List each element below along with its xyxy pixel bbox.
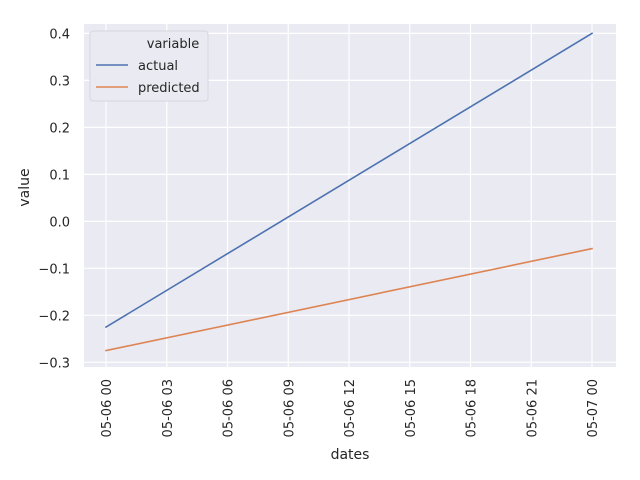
x-tick-label: 05-06 21 [525, 379, 540, 437]
legend-title: variable [147, 37, 199, 52]
series-line-predicted [105, 247, 593, 352]
x-tick-label: 05-06 18 [465, 379, 480, 437]
x-tick-label: 05-06 15 [404, 379, 419, 437]
y-axis-title: value [17, 168, 33, 206]
x-tick-label: 05-06 06 [222, 379, 237, 437]
y-axis-ticks: −0.3 −0.2 −0.1 0.0 0.1 0.2 0.3 0.4 [38, 27, 70, 371]
x-tick-label: 05-07 00 [586, 379, 601, 437]
legend-box [89, 30, 209, 102]
legend-item: predicted [96, 81, 200, 96]
x-tick-label: 05-06 12 [343, 379, 358, 437]
legend-item: actual [96, 59, 178, 74]
x-axis-title: dates [331, 447, 370, 463]
x-tick-label: 05-06 00 [100, 379, 115, 437]
x-tick-label: 05-06 03 [161, 379, 176, 437]
y-tick-label: −0.1 [38, 262, 70, 277]
y-tick-label: 0.0 [49, 215, 70, 230]
y-tick-label: 0.2 [49, 121, 70, 136]
legend: variable actual predicted [89, 30, 209, 102]
series-line-actual [104, 32, 594, 329]
x-tick-label: 05-06 09 [282, 379, 297, 437]
y-tick-label: 0.3 [49, 74, 70, 89]
x-axis-ticks: 05-06 00 05-06 03 05-06 06 05-06 09 05-06 12… [100, 379, 601, 437]
legend-items: actual predicted [96, 59, 200, 96]
legend-label: actual [138, 59, 178, 74]
y-tick-label: 0.4 [49, 27, 70, 42]
y-tick-label: −0.2 [38, 309, 70, 324]
y-tick-label: 0.1 [49, 168, 70, 183]
legend-label: predicted [138, 81, 200, 96]
series-lines [104, 32, 594, 352]
y-tick-label: −0.3 [38, 356, 70, 371]
